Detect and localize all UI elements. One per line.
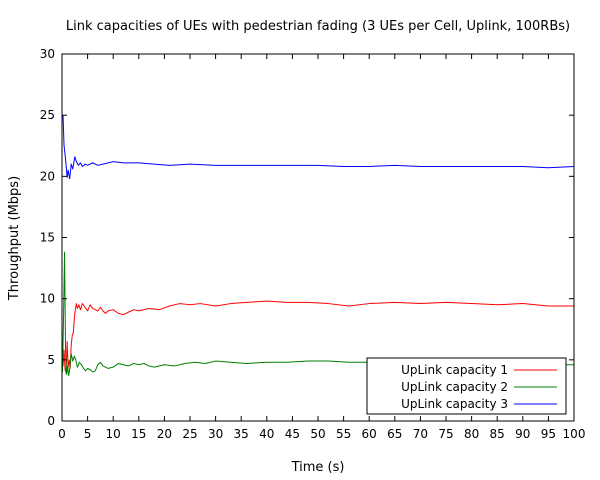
series-line-2 [62, 251, 574, 377]
x-tick-label: 0 [58, 427, 66, 441]
y-axis-label: Throughput (Mbps) [7, 176, 22, 301]
y-tick-label: 30 [40, 47, 55, 61]
x-tick-label: 70 [413, 427, 428, 441]
legend: UpLink capacity 1 UpLink capacity 2 UpLink… [366, 357, 567, 415]
x-tick-label: 75 [438, 427, 453, 441]
x-tick-label: 10 [106, 427, 121, 441]
series-layer [62, 115, 575, 377]
x-tick-label: 45 [285, 427, 300, 441]
y-tick-label: 20 [40, 169, 55, 183]
x-tick-label: 35 [234, 427, 249, 441]
series-line-3 [62, 115, 575, 180]
x-tick-label: 40 [259, 427, 274, 441]
x-tick-label: 100 [563, 427, 586, 441]
y-tick-label: 25 [40, 108, 55, 122]
x-tick-label: 15 [131, 427, 146, 441]
x-tick-label: 95 [541, 427, 556, 441]
x-tick-label: 65 [387, 427, 402, 441]
x-tick-label: 80 [464, 427, 479, 441]
x-axis-label: Time (s) [291, 460, 345, 475]
x-tick-label: 25 [182, 427, 197, 441]
y-tick-label: 10 [40, 292, 55, 306]
legend-label-3: UpLink capacity 3 [401, 397, 508, 411]
chart-title: Link capacities of UEs with pedestrian f… [66, 19, 570, 34]
series-line-1 [62, 300, 574, 374]
y-tick-label: 5 [47, 353, 55, 367]
x-tick-label: 50 [310, 427, 325, 441]
x-tick-label: 85 [490, 427, 505, 441]
x-tick-label: 60 [362, 427, 377, 441]
x-tick-label: 55 [336, 427, 351, 441]
legend-label-1: UpLink capacity 1 [401, 363, 508, 377]
x-tick-label: 20 [157, 427, 172, 441]
x-tick-label: 30 [208, 427, 223, 441]
y-tick-label: 0 [47, 414, 55, 428]
legend-label-2: UpLink capacity 2 [401, 380, 508, 394]
y-tick-label: 15 [40, 231, 55, 245]
x-tick-label: 5 [84, 427, 92, 441]
x-tick-label: 90 [515, 427, 530, 441]
legend-box [366, 357, 567, 415]
axis-ticks: 0 5 10 15 20 25 30 35 40 45 50 55 60 65 70 75 80 85 90 95 10… [40, 47, 586, 441]
